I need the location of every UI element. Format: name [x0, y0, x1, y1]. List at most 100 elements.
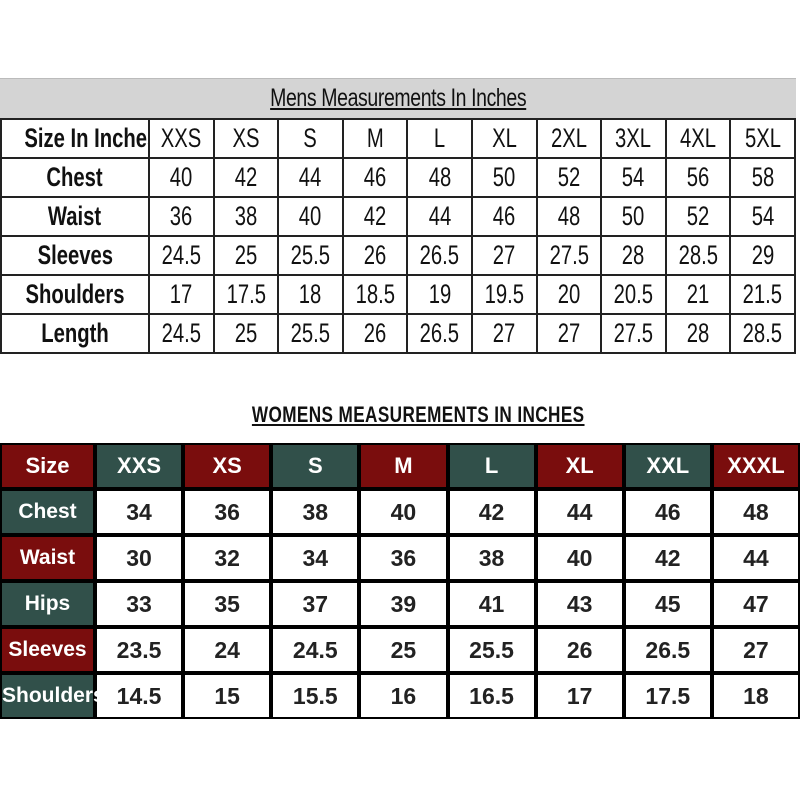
womens-value-cell: 26.5 — [623, 627, 712, 673]
mens-value-cell: 20 — [535, 274, 603, 315]
womens-row-label-text: Hips — [24, 592, 71, 615]
mens-header-row: Size In Inches XXS XS S M L XL 2XL 3XL 4XL 5XL — [0, 118, 796, 159]
womens-row-chest: Chest 34 36 38 40 42 44 46 48 — [0, 489, 800, 535]
womens-size-header: XXL — [623, 443, 712, 489]
mens-value-cell: 27.5 — [535, 235, 603, 276]
mens-size-header: 2XL — [535, 118, 603, 159]
mens-value-cell: 26 — [341, 313, 409, 354]
mens-value-cell: 28 — [600, 235, 667, 276]
womens-value-cell-text: 40 — [566, 544, 593, 571]
mens-value-cell: 48 — [535, 196, 603, 237]
womens-table: Size XXS XS S M L XL XXL XXXL Chest 34 36 38 40 42 44 46… — [0, 443, 800, 719]
womens-value-cell: 15.5 — [271, 673, 360, 719]
mens-value-cell: 27 — [470, 313, 538, 354]
mens-value-cell-text: 18.5 — [355, 279, 395, 309]
mens-value-cell: 54 — [600, 157, 667, 198]
mens-size-header: S — [277, 118, 344, 159]
mens-value-cell: 17.5 — [212, 274, 280, 315]
womens-size-header-text: XXS — [117, 453, 162, 478]
mens-value-cell-text: 25 — [234, 240, 258, 270]
mens-row-label: Sleeves — [0, 235, 150, 276]
mens-value-cell-text: 46 — [363, 162, 387, 192]
mens-row-shoulders: Shoulders 17 17.5 18 18.5 19 19.5 20 20.5 21 21.5 — [0, 274, 796, 315]
mens-value-cell: 21 — [664, 274, 732, 315]
mens-size-header-text: XS — [232, 123, 260, 153]
womens-row-shoulders: Shoulders 14.5 15 15.5 16 16.5 17 17.5 18 — [0, 673, 800, 719]
mens-row-label-text: Length — [41, 318, 109, 348]
womens-value-cell-text: 27 — [743, 636, 769, 663]
mens-value-cell: 19.5 — [470, 274, 538, 315]
womens-size-header: S — [271, 443, 360, 489]
womens-value-cell: 45 — [623, 581, 712, 627]
womens-value-cell: 42 — [447, 489, 536, 535]
womens-value-cell-text: 32 — [214, 544, 240, 571]
womens-value-cell: 38 — [447, 535, 536, 581]
womens-value-cell-text: 48 — [743, 498, 769, 525]
womens-value-cell-text: 25 — [390, 636, 417, 663]
mens-value-cell-text: 56 — [686, 162, 710, 192]
womens-title-wrap: WOMENS MEASUREMENTS IN INCHES — [0, 402, 800, 428]
mens-value-cell: 27 — [535, 313, 603, 354]
mens-value-cell-text: 44 — [428, 201, 451, 231]
womens-value-cell-text: 45 — [655, 590, 681, 617]
mens-value-cell: 42 — [212, 157, 280, 198]
womens-value-cell: 44 — [711, 535, 800, 581]
womens-value-cell-text: 42 — [478, 498, 505, 525]
mens-value-cell: 28 — [664, 313, 732, 354]
mens-value-cell: 18.5 — [341, 274, 409, 315]
mens-size-header: XXS — [148, 118, 215, 159]
womens-value-cell-text: 15 — [214, 682, 240, 709]
womens-value-cell-text: 25.5 — [469, 636, 514, 663]
mens-header-label: Size In Inches — [0, 118, 150, 159]
mens-value-cell: 21.5 — [729, 274, 796, 315]
womens-row-label: Shoulders — [0, 673, 105, 719]
mens-value-cell-text: 27 — [557, 318, 581, 348]
womens-row-label: Sleeves — [0, 627, 95, 673]
womens-header-row: Size XXS XS S M L XL XXL XXXL — [0, 443, 800, 489]
mens-table: Size In Inches XXS XS S M L XL 2XL 3XL 4XL 5XL Ches… — [0, 118, 796, 354]
mens-size-chart: Mens Measurements In Inches Size In Inch… — [0, 78, 796, 354]
mens-value-cell-text: 19.5 — [484, 279, 524, 309]
womens-row-label: Chest — [0, 489, 95, 535]
mens-value-cell-text: 24.5 — [161, 240, 202, 270]
womens-value-cell: 15 — [183, 673, 272, 719]
womens-value-cell-text: 47 — [743, 590, 769, 617]
womens-value-cell-text: 33 — [126, 590, 152, 617]
mens-row-label-text: Chest — [46, 162, 104, 192]
womens-value-cell-text: 17.5 — [645, 682, 691, 709]
womens-value-cell: 30 — [95, 535, 184, 581]
mens-value-cell-text: 52 — [557, 162, 581, 192]
womens-value-cell-text: 17 — [566, 682, 593, 709]
womens-value-cell: 40 — [359, 489, 448, 535]
mens-value-cell-text: 38 — [234, 201, 258, 231]
mens-value-cell-text: 54 — [622, 162, 645, 192]
mens-value-cell-text: 28.5 — [742, 318, 783, 348]
mens-value-cell-text: 27.5 — [613, 318, 654, 348]
mens-value-cell-text: 42 — [363, 201, 387, 231]
womens-value-cell: 42 — [623, 535, 712, 581]
womens-value-cell-text: 16.5 — [469, 682, 514, 709]
womens-value-cell-text: 38 — [478, 544, 505, 571]
mens-value-cell-text: 17 — [170, 279, 193, 309]
mens-size-header: 4XL — [664, 118, 732, 159]
mens-value-cell-text: 19 — [428, 279, 451, 309]
mens-value-cell-text: 26.5 — [419, 240, 460, 270]
womens-value-cell-text: 37 — [302, 590, 329, 617]
mens-value-cell: 26.5 — [406, 235, 473, 276]
womens-value-cell: 36 — [359, 535, 448, 581]
mens-row-length: Length 24.5 25 25.5 26 26.5 27 27 27.5 28 28.5 — [0, 313, 796, 354]
mens-size-header-text: XL — [491, 123, 517, 153]
mens-value-cell-text: 27 — [492, 318, 516, 348]
mens-value-cell-text: 26 — [363, 318, 387, 348]
womens-value-cell: 17 — [535, 673, 624, 719]
womens-value-cell: 34 — [271, 535, 360, 581]
womens-value-cell: 46 — [623, 489, 712, 535]
mens-value-cell: 36 — [148, 196, 215, 237]
mens-row-label-text: Shoulders — [25, 279, 125, 309]
womens-value-cell: 39 — [359, 581, 448, 627]
mens-size-header-text: M — [366, 123, 384, 153]
mens-value-cell: 29 — [729, 235, 796, 276]
mens-value-cell-text: 17.5 — [226, 279, 266, 309]
womens-row-label-text: Sleeves — [8, 638, 87, 661]
womens-value-cell: 23.5 — [95, 627, 184, 673]
